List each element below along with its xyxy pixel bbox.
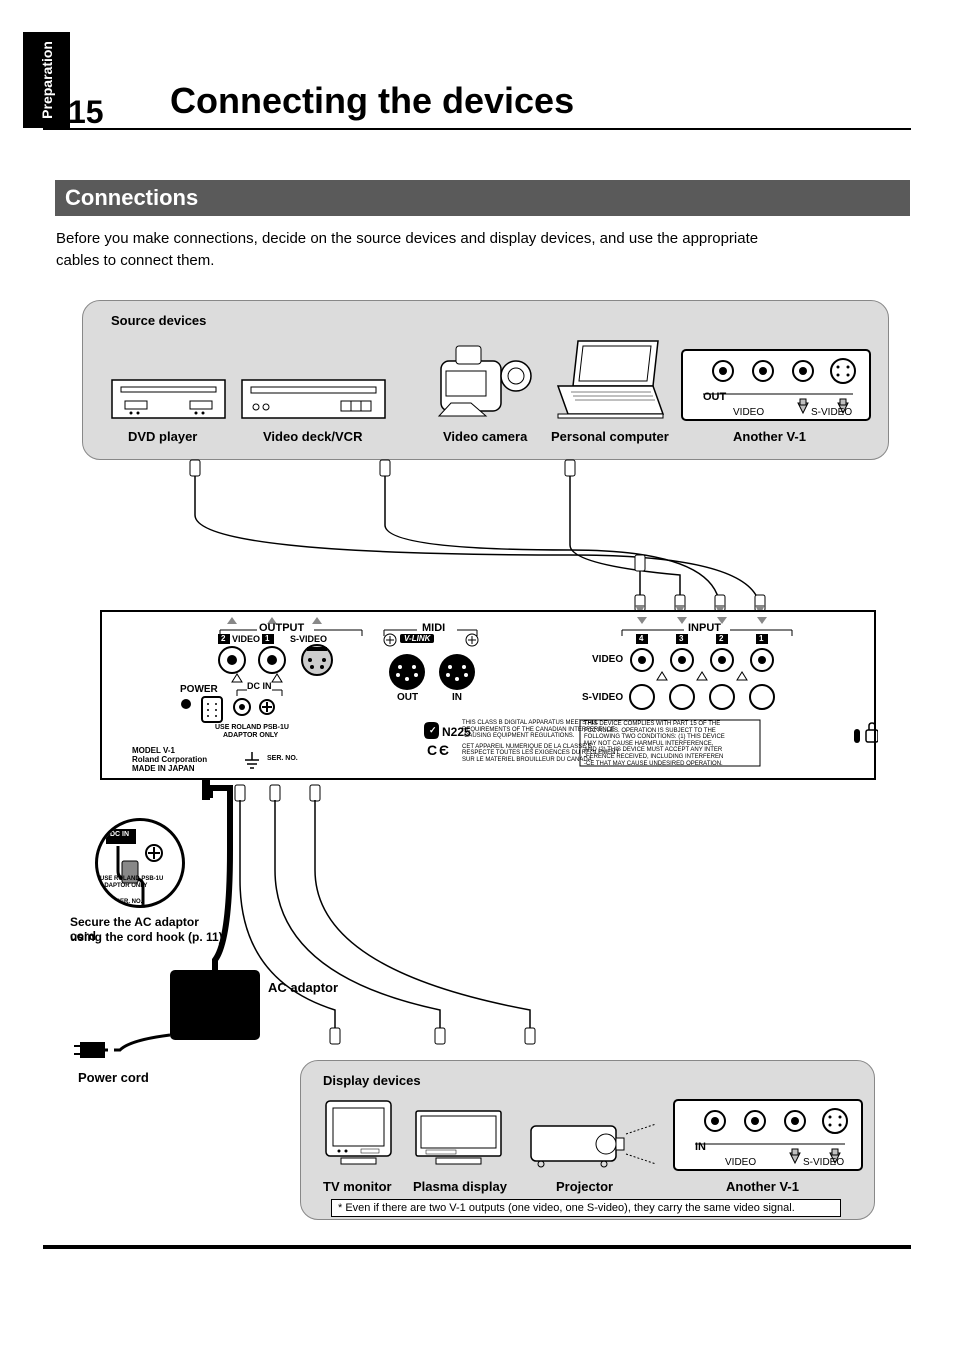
vcr-label: Video deck/VCR: [263, 429, 362, 444]
svideo-row-label: S-VIDEO: [582, 692, 623, 703]
laptop-icon: [553, 336, 668, 421]
v1-src-video: VIDEO: [733, 407, 764, 418]
svg-text:Є: Є: [439, 742, 449, 758]
input-label: INPUT: [688, 622, 721, 634]
display-panel-label: Display devices: [323, 1073, 421, 1088]
v1-disp-in: IN: [695, 1141, 706, 1153]
source-panel-label: Source devices: [111, 313, 206, 328]
section-tab: Preparation: [23, 32, 70, 128]
page-number: 15: [68, 94, 104, 131]
vlink-label: V-LINK: [400, 634, 434, 643]
page-title: Connecting the devices: [170, 80, 574, 122]
dvd-label: DVD player: [128, 429, 197, 444]
plug-label: Power cord: [78, 1070, 149, 1085]
video-row-label: VIDEO: [592, 654, 623, 665]
output-label: OUTPUT: [259, 622, 304, 634]
v1-src-svideo: S-VIDEO: [811, 407, 852, 418]
laptop-label: Personal computer: [551, 429, 669, 444]
v1-disp-video: VIDEO: [725, 1157, 756, 1168]
fcc-3: FOLLOWING TWO CONDITIONS: (1) THIS DEVIC…: [584, 734, 725, 741]
fcc-6: -FERENCE RECEIVED, INCLUDING INTERFEREN: [584, 754, 725, 761]
power-label: POWER: [180, 684, 218, 695]
camera-icon: [431, 331, 536, 421]
other-v1-src-label: Another V-1: [733, 429, 806, 444]
v1-disp-svideo: S-VIDEO: [803, 1157, 844, 1168]
connection-diagram: Source devices DVD player Video deck/VCR: [70, 300, 885, 1220]
model-l3: MADE IN JAPAN: [132, 764, 195, 773]
dvd-player-icon: [111, 379, 226, 419]
body-line-1: Before you make connections, decide on t…: [56, 228, 758, 251]
video2: 2: [221, 634, 225, 643]
input-3: 3: [679, 634, 683, 643]
fcc-1: THIS DEVICE COMPLIES WITH PART 15 OF THE: [584, 721, 725, 728]
video-text: VIDEO: [232, 634, 260, 644]
output-cables: [70, 780, 890, 1070]
section-heading: Connections: [55, 180, 910, 216]
svg-text:✓: ✓: [429, 725, 437, 735]
plasma-icon: [411, 1106, 506, 1171]
other-v1-source: OUT VIDEO S-VIDEO: [681, 349, 871, 421]
vcr-icon: [241, 379, 386, 419]
footer-rule: [43, 1245, 911, 1249]
tv-icon: [321, 1096, 396, 1171]
video1: 1: [265, 634, 269, 643]
midi-label: MIDI: [422, 622, 445, 634]
midi-in-label: IN: [452, 692, 462, 703]
display-note: * Even if there are two V-1 outputs (one…: [331, 1199, 841, 1217]
plasma-label: Plasma display: [413, 1179, 507, 1194]
fcc-4: MAY NOT CAUSE HARMFUL INTERFERENCE,: [584, 741, 725, 748]
source-devices-panel: Source devices DVD player Video deck/VCR: [82, 300, 889, 460]
display-devices-panel: Display devices TV monitor Plasma displa…: [300, 1060, 875, 1220]
tv-label: TV monitor: [323, 1179, 392, 1194]
other-v1-display: IN VIDEO S-VIDEO: [673, 1099, 863, 1171]
camera-label: Video camera: [443, 429, 527, 444]
midi-out-label: OUT: [397, 692, 418, 703]
model-l2: Roland Corporation: [132, 755, 207, 764]
v1-src-out: OUT: [703, 391, 726, 403]
dcin-label: DC IN: [247, 681, 272, 691]
input-2: 2: [719, 634, 723, 643]
fcc-7: -CE THAT MAY CAUSE UNDESIRED OPERATION.: [584, 761, 725, 768]
fcc-text-block: THIS DEVICE COMPLIES WITH PART 15 OF THE…: [584, 721, 725, 767]
adaptor-label: AC adaptor: [268, 980, 338, 995]
adaptor-l2: ADAPTOR ONLY: [223, 732, 278, 739]
serial-label: SER. NO.: [267, 755, 298, 762]
body-line-2: cables to connect them.: [56, 250, 214, 273]
rear-panel: ✓ C Є OUTPUT 2 VIDEO 1 S-VIDEO MIDI V-LI…: [100, 610, 876, 780]
tab-label: Preparation: [39, 41, 55, 119]
projector-icon: [526, 1116, 661, 1171]
adaptor-l1: USE ROLAND PSB-1U: [215, 724, 289, 731]
model-l1: MODEL V-1: [132, 746, 175, 755]
fcc-2: FCC RULES. OPERATION IS SUBJECT TO THE: [584, 728, 725, 735]
svideo-out-label: S-VIDEO: [290, 634, 327, 644]
input-1: 1: [759, 634, 763, 643]
svg-text:C: C: [427, 742, 437, 758]
projector-label: Projector: [556, 1179, 613, 1194]
fcc-5: AND (2) THIS DEVICE MUST ACCEPT ANY INTE…: [584, 747, 725, 754]
other-v1-disp-label: Another V-1: [726, 1179, 799, 1194]
source-cables: [70, 455, 890, 615]
input-4: 4: [639, 634, 643, 643]
